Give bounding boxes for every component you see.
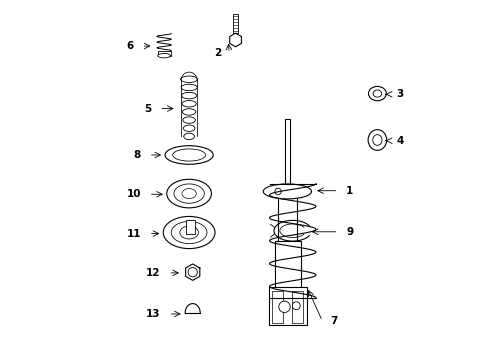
Bar xyxy=(232,14,238,33)
Text: 2: 2 xyxy=(214,48,221,58)
Ellipse shape xyxy=(182,189,196,199)
Circle shape xyxy=(274,188,281,195)
Text: 7: 7 xyxy=(329,316,337,326)
Ellipse shape xyxy=(157,54,170,58)
Text: 12: 12 xyxy=(146,268,160,278)
Text: 9: 9 xyxy=(346,227,353,237)
Text: 1: 1 xyxy=(346,186,353,196)
Ellipse shape xyxy=(183,125,195,131)
Circle shape xyxy=(292,302,300,310)
Ellipse shape xyxy=(182,109,195,115)
Bar xyxy=(185,220,194,234)
Ellipse shape xyxy=(263,184,311,199)
Text: 8: 8 xyxy=(133,150,141,160)
Bar xyxy=(291,292,302,323)
Ellipse shape xyxy=(181,93,196,99)
Ellipse shape xyxy=(372,90,381,97)
Ellipse shape xyxy=(180,76,197,82)
Text: 4: 4 xyxy=(395,136,403,146)
Bar xyxy=(157,51,170,56)
Bar xyxy=(274,241,300,312)
Ellipse shape xyxy=(163,216,215,249)
Text: 11: 11 xyxy=(126,229,141,239)
Text: 6: 6 xyxy=(126,41,134,51)
Ellipse shape xyxy=(171,221,206,244)
Bar xyxy=(268,287,306,325)
Ellipse shape xyxy=(372,135,381,145)
Ellipse shape xyxy=(174,184,204,203)
Text: 3: 3 xyxy=(395,89,403,99)
Bar xyxy=(285,119,289,208)
Bar xyxy=(271,292,283,323)
Ellipse shape xyxy=(367,86,386,101)
Text: 13: 13 xyxy=(146,309,160,319)
Text: 5: 5 xyxy=(144,104,151,113)
Ellipse shape xyxy=(182,100,196,107)
Bar xyxy=(278,189,297,251)
Ellipse shape xyxy=(183,133,194,140)
Ellipse shape xyxy=(180,226,198,239)
Text: 10: 10 xyxy=(126,189,141,199)
Ellipse shape xyxy=(166,179,211,208)
Circle shape xyxy=(188,267,197,277)
Ellipse shape xyxy=(183,117,195,123)
Ellipse shape xyxy=(181,84,197,91)
Ellipse shape xyxy=(164,146,213,164)
Circle shape xyxy=(278,301,290,312)
Ellipse shape xyxy=(172,149,205,161)
Ellipse shape xyxy=(367,130,386,150)
